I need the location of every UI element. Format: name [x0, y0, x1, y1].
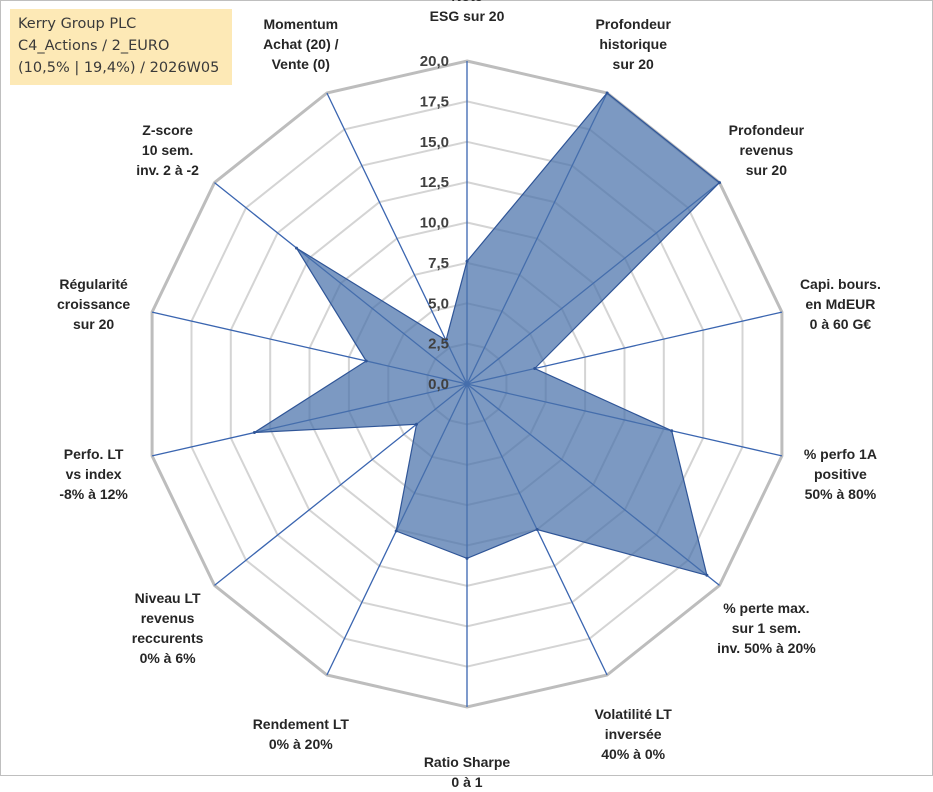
axis-label-line: reccurents — [131, 629, 204, 646]
axis-note-esg-label: Note ESG sur 20 — [430, 0, 505, 26]
axis-profondeur-historique-label: Profondeur historique sur 20 — [595, 14, 670, 74]
category-label: C4_Actions / 2_EURO — [18, 38, 170, 54]
axis-label-line: inv. 50% à 20% — [717, 639, 816, 656]
axis-label-line: Z-score — [142, 122, 193, 139]
axis-label-line: Volatilité LT — [594, 706, 672, 723]
axis-label-line: Régularité — [59, 275, 128, 292]
axis-label-line: Niveau LT — [134, 589, 201, 606]
tick-label: 10,0 — [420, 215, 449, 232]
radar-tick-labels: 0,0 2,5 5,0 7,5 10,0 12,5 15,0 17,5 20,0 — [420, 53, 449, 393]
radar-series — [252, 91, 721, 577]
axis-label-line: 0 à 60 G€ — [809, 315, 872, 332]
axis-z-score-label: Z-score 10 sem. inv. 2 à -2 — [136, 120, 199, 180]
axis-label-line: sur 20 — [745, 162, 788, 179]
tick-label: 0,0 — [428, 376, 449, 393]
axis-label-line: revenus — [739, 142, 794, 159]
axis-label-line: sur 20 — [612, 55, 654, 72]
axis-label-line: Note — [430, 0, 505, 6]
axis-perte-max-label: % perte max. sur 1 sem. inv. 50% à 20% — [717, 598, 816, 658]
axis-label-line: % perfo 1A — [803, 446, 877, 463]
axis-perfo-1a-label: % perfo 1A positive 50% à 80% — [804, 444, 877, 504]
data-point-axis-ratio-sharpe — [465, 556, 469, 560]
axis-label-line: sur 1 sem. — [731, 619, 802, 636]
info-box: Kerry Group PLC C4_Actions / 2_EURO (10,… — [10, 9, 232, 85]
data-point-axis-capi-bours — [533, 367, 537, 370]
axis-regularite-croissance-label: Régularité croissance sur 20 — [57, 274, 130, 334]
data-point-axis-regularite-croissance — [364, 359, 368, 363]
company-name: Kerry Group PLC — [18, 16, 137, 32]
axis-label-line: -8% à 12% — [59, 486, 128, 503]
data-point-axis-z-score — [295, 246, 298, 250]
axis-capi-bours-label: Capi. bours. en MdEUR 0 à 60 G€ — [800, 274, 881, 334]
axis-label-line: croissance — [57, 295, 131, 312]
axis-label-line: ESG sur 20 — [429, 8, 505, 24]
axis-label-line: historique — [599, 35, 668, 52]
axis-label-line: % perte max. — [723, 599, 810, 616]
axis-label-line: Achat (20) / — [263, 35, 339, 52]
data-point-axis-volatilite-lt — [535, 528, 539, 531]
data-point-axis-momentum — [444, 338, 448, 342]
axis-rendement-lt-label: Rendement LT 0% à 20% — [253, 714, 349, 754]
data-point-axis-note-esg — [465, 259, 469, 263]
axis-label-line: Vente (0) — [271, 55, 330, 72]
axis-label-line: Profondeur — [728, 122, 805, 139]
axis-label-line: Profondeur — [595, 15, 671, 32]
data-point-axis-rendement-lt — [394, 529, 398, 533]
axis-label-line: 0% à 6% — [139, 649, 196, 666]
axis-label-line: Ratio Sharpe — [423, 754, 511, 770]
radar-chart: 0,0 2,5 5,0 7,5 10,0 12,5 15,0 17,5 20,0 — [150, 53, 784, 709]
tick-label: 7,5 — [428, 255, 449, 272]
data-point-axis-perfo-lt — [252, 431, 256, 434]
data-point-axis-niveau-lt-revenus — [415, 422, 418, 426]
axis-label-line: Momentum — [263, 15, 339, 32]
axis-perfo-lt-label: Perfo. LT vs index -8% à 12% — [59, 444, 127, 504]
axis-label-line: 50% à 80% — [804, 486, 877, 503]
tick-label: 17,5 — [420, 93, 449, 110]
axis-ratio-sharpe-label: Ratio Sharpe 0 à 1 — [424, 752, 510, 792]
axis-label-line: vs index — [65, 466, 122, 483]
data-point-axis-profondeur-historique — [605, 91, 609, 95]
series-area — [252, 92, 721, 577]
axis-label-line: Rendement LT — [252, 716, 349, 733]
spoke-axis-momentum — [326, 92, 468, 385]
axis-label-line: positive — [813, 466, 867, 483]
data-point-axis-profondeur-revenus — [718, 181, 721, 185]
axis-label-line: en MdEUR — [805, 295, 876, 312]
axis-label-line: 0 à 1 — [451, 774, 483, 790]
axis-label-line: inversée — [604, 726, 662, 743]
axis-label-line: 0% à 20% — [268, 736, 333, 753]
axis-niveau-lt-revenus-label: Niveau LT revenus reccurents 0% à 6% — [132, 588, 204, 668]
tick-label: 5,0 — [428, 295, 449, 312]
axis-label-line: revenus — [140, 609, 195, 626]
data-point-axis-perfo-1a — [670, 429, 674, 433]
axis-volatilite-lt-label: Volatilité LT inversée 40% à 0% — [595, 704, 672, 764]
axis-label-line: 40% à 0% — [601, 746, 666, 763]
axis-label-line: sur 20 — [72, 315, 115, 332]
tick-label: 12,5 — [420, 174, 449, 191]
tick-label: 20,0 — [420, 53, 449, 70]
axis-label-line: Capi. bours. — [799, 275, 881, 292]
axis-label-line: 10 sem. — [141, 142, 194, 159]
axis-label-line: Perfo. LT — [63, 446, 124, 463]
stats-label: (10,5% | 19,4%) / 2026W05 — [18, 60, 220, 76]
tick-label: 15,0 — [420, 134, 449, 151]
data-point-axis-perte-max — [705, 573, 709, 577]
axis-profondeur-revenus-label: Profondeur revenus sur 20 — [729, 120, 804, 180]
tick-label: 2,5 — [428, 336, 449, 353]
axis-label-line: inv. 2 à -2 — [136, 162, 199, 179]
axis-momentum-label: Momentum Achat (20) / Vente (0) — [263, 14, 338, 74]
